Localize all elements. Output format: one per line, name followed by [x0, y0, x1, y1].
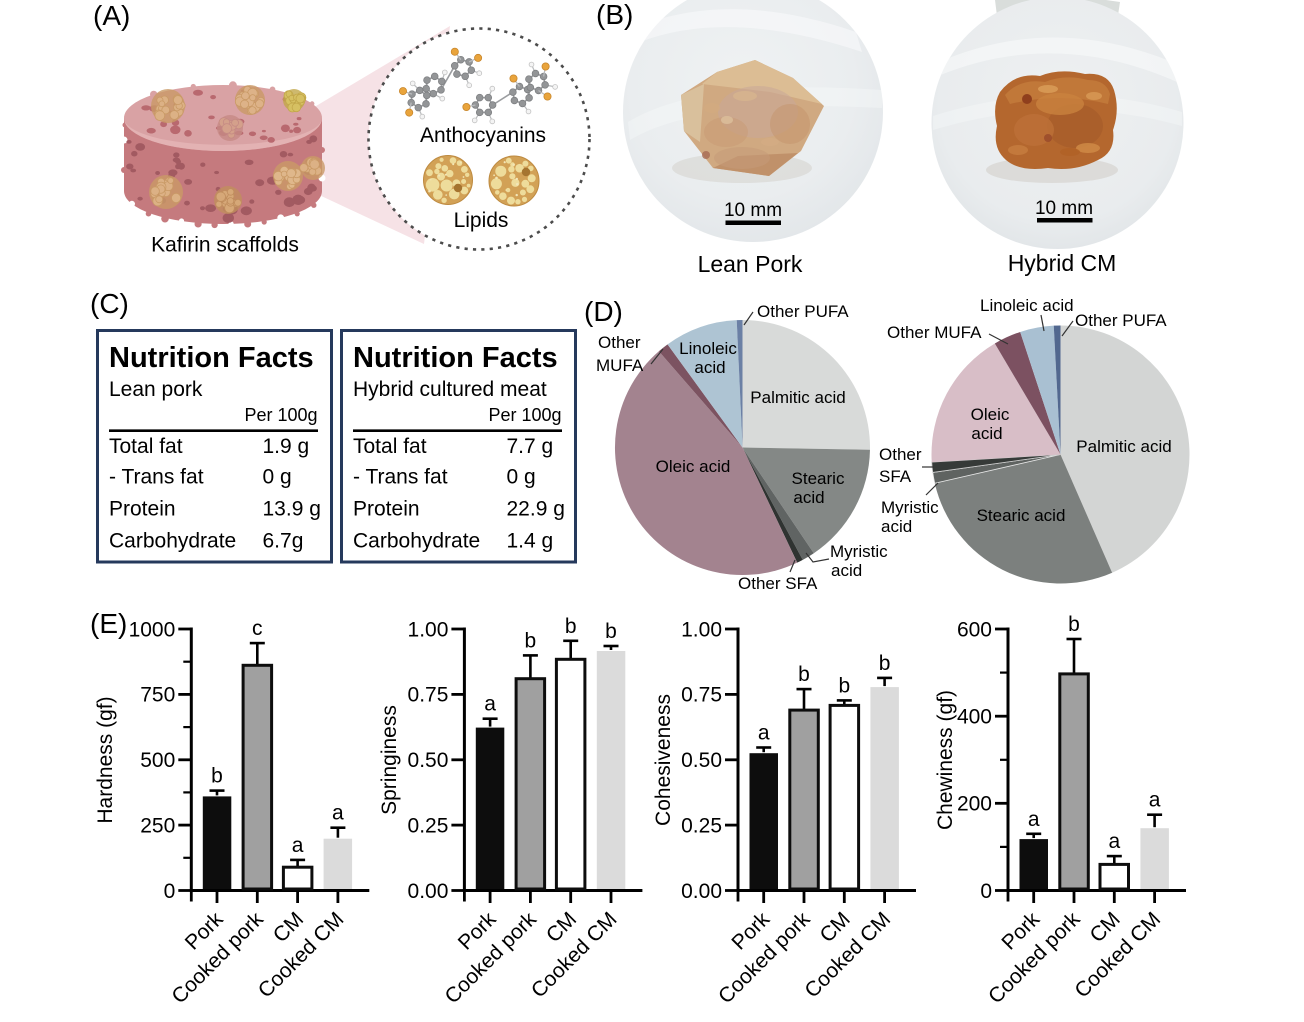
svg-text:Protein: Protein	[353, 498, 420, 521]
svg-text:Per 100g: Per 100g	[488, 405, 561, 425]
svg-text:Myristic: Myristic	[881, 498, 939, 517]
svg-text:b: b	[1068, 613, 1080, 636]
svg-text:Per 100g: Per 100g	[244, 405, 317, 425]
svg-text:750: 750	[140, 684, 175, 707]
svg-text:0.75: 0.75	[408, 684, 449, 707]
svg-text:250: 250	[140, 814, 175, 837]
svg-text:MUFA: MUFA	[596, 356, 644, 375]
svg-text:Other PUFA: Other PUFA	[757, 302, 849, 321]
svg-text:Hardness (gf): Hardness (gf)	[94, 696, 117, 823]
svg-text:b: b	[565, 615, 577, 638]
svg-text:0.00: 0.00	[681, 880, 722, 903]
svg-text:acid: acid	[881, 517, 912, 536]
svg-text:(E): (E)	[90, 608, 127, 639]
svg-text:Kafirin scaffolds: Kafirin scaffolds	[151, 234, 299, 257]
svg-text:0.00: 0.00	[408, 880, 449, 903]
svg-text:7.7 g: 7.7 g	[507, 435, 554, 458]
svg-text:200: 200	[957, 793, 992, 816]
svg-text:10 mm: 10 mm	[1035, 198, 1093, 219]
svg-text:0.75: 0.75	[681, 684, 722, 707]
svg-text:500: 500	[140, 749, 175, 772]
svg-text:Oleic: Oleic	[971, 405, 1010, 424]
svg-text:1.00: 1.00	[681, 618, 722, 641]
svg-text:Protein: Protein	[109, 498, 176, 521]
svg-text:Lean Pork: Lean Pork	[698, 251, 803, 277]
svg-text:SFA: SFA	[879, 467, 912, 486]
svg-text:Stearic acid: Stearic acid	[977, 506, 1066, 525]
svg-text:(B): (B)	[596, 0, 633, 30]
svg-text:b: b	[211, 765, 223, 788]
svg-text:1000: 1000	[129, 618, 176, 641]
svg-text:b: b	[605, 620, 617, 643]
svg-text:a: a	[1028, 808, 1040, 831]
svg-text:Other: Other	[879, 445, 922, 464]
svg-text:10 mm: 10 mm	[724, 200, 782, 221]
svg-text:a: a	[292, 834, 304, 857]
svg-text:Hybrid cultured meat: Hybrid cultured meat	[353, 378, 547, 401]
svg-text:(C): (C)	[90, 288, 129, 319]
svg-text:Palmitic acid: Palmitic acid	[750, 388, 845, 407]
svg-text:Anthocyanins: Anthocyanins	[420, 124, 546, 147]
svg-text:Other SFA: Other SFA	[738, 574, 818, 593]
svg-text:Total fat: Total fat	[353, 435, 427, 458]
svg-text:0: 0	[980, 880, 992, 903]
svg-text:acid: acid	[793, 488, 824, 507]
svg-text:Carbohydrate: Carbohydrate	[109, 530, 236, 553]
svg-text:acid: acid	[831, 561, 862, 580]
svg-text:1.00: 1.00	[408, 618, 449, 641]
svg-text:0: 0	[164, 880, 176, 903]
svg-text:Nutrition Facts: Nutrition Facts	[353, 342, 558, 374]
svg-text:0.25: 0.25	[681, 814, 722, 837]
svg-text:Nutrition Facts: Nutrition Facts	[109, 342, 314, 374]
svg-text:a: a	[1149, 789, 1161, 812]
svg-text:1.9 g: 1.9 g	[263, 435, 310, 458]
svg-text:Springiness: Springiness	[378, 705, 401, 815]
svg-text:- Trans fat: - Trans fat	[109, 466, 204, 489]
svg-text:6.7g: 6.7g	[263, 530, 304, 553]
svg-text:a: a	[332, 802, 344, 825]
svg-text:Oleic acid: Oleic acid	[656, 457, 731, 476]
svg-text:13.9 g: 13.9 g	[263, 498, 321, 521]
svg-text:400: 400	[957, 706, 992, 729]
svg-text:Other MUFA: Other MUFA	[887, 323, 982, 342]
svg-text:Hybrid CM: Hybrid CM	[1008, 250, 1117, 276]
svg-text:a: a	[758, 722, 770, 745]
svg-text:(D): (D)	[584, 296, 623, 327]
svg-text:a: a	[484, 693, 496, 716]
svg-text:Carbohydrate: Carbohydrate	[353, 530, 480, 553]
svg-text:Other: Other	[598, 333, 641, 352]
svg-text:Cohesiveness: Cohesiveness	[652, 694, 675, 826]
svg-text:Linoleic acid: Linoleic acid	[980, 296, 1074, 315]
svg-text:0 g: 0 g	[263, 466, 292, 489]
svg-text:Other PUFA: Other PUFA	[1075, 311, 1167, 330]
svg-text:acid: acid	[971, 424, 1002, 443]
svg-text:Myristic: Myristic	[830, 542, 888, 561]
svg-text:b: b	[798, 663, 810, 686]
svg-text:b: b	[525, 629, 537, 652]
svg-text:a: a	[1108, 830, 1120, 853]
svg-text:Total fat: Total fat	[109, 435, 183, 458]
svg-text:Stearic: Stearic	[792, 469, 845, 488]
svg-text:Lipids: Lipids	[454, 209, 509, 232]
svg-text:c: c	[252, 617, 263, 640]
svg-text:Palmitic acid: Palmitic acid	[1076, 437, 1171, 456]
svg-text:(A): (A)	[93, 0, 130, 31]
svg-text:b: b	[879, 652, 891, 675]
svg-text:acid: acid	[694, 358, 725, 377]
svg-text:0 g: 0 g	[507, 466, 536, 489]
svg-text:Linoleic: Linoleic	[679, 339, 737, 358]
svg-text:600: 600	[957, 618, 992, 641]
svg-text:Lean pork: Lean pork	[109, 378, 203, 401]
svg-text:b: b	[838, 674, 850, 697]
svg-text:Chewiness (gf): Chewiness (gf)	[934, 690, 957, 830]
svg-text:22.9 g: 22.9 g	[507, 498, 565, 521]
svg-text:0.25: 0.25	[408, 814, 449, 837]
svg-text:0.50: 0.50	[681, 749, 722, 772]
svg-text:0.50: 0.50	[408, 749, 449, 772]
svg-text:1.4 g: 1.4 g	[507, 530, 554, 553]
svg-text:- Trans fat: - Trans fat	[353, 466, 448, 489]
